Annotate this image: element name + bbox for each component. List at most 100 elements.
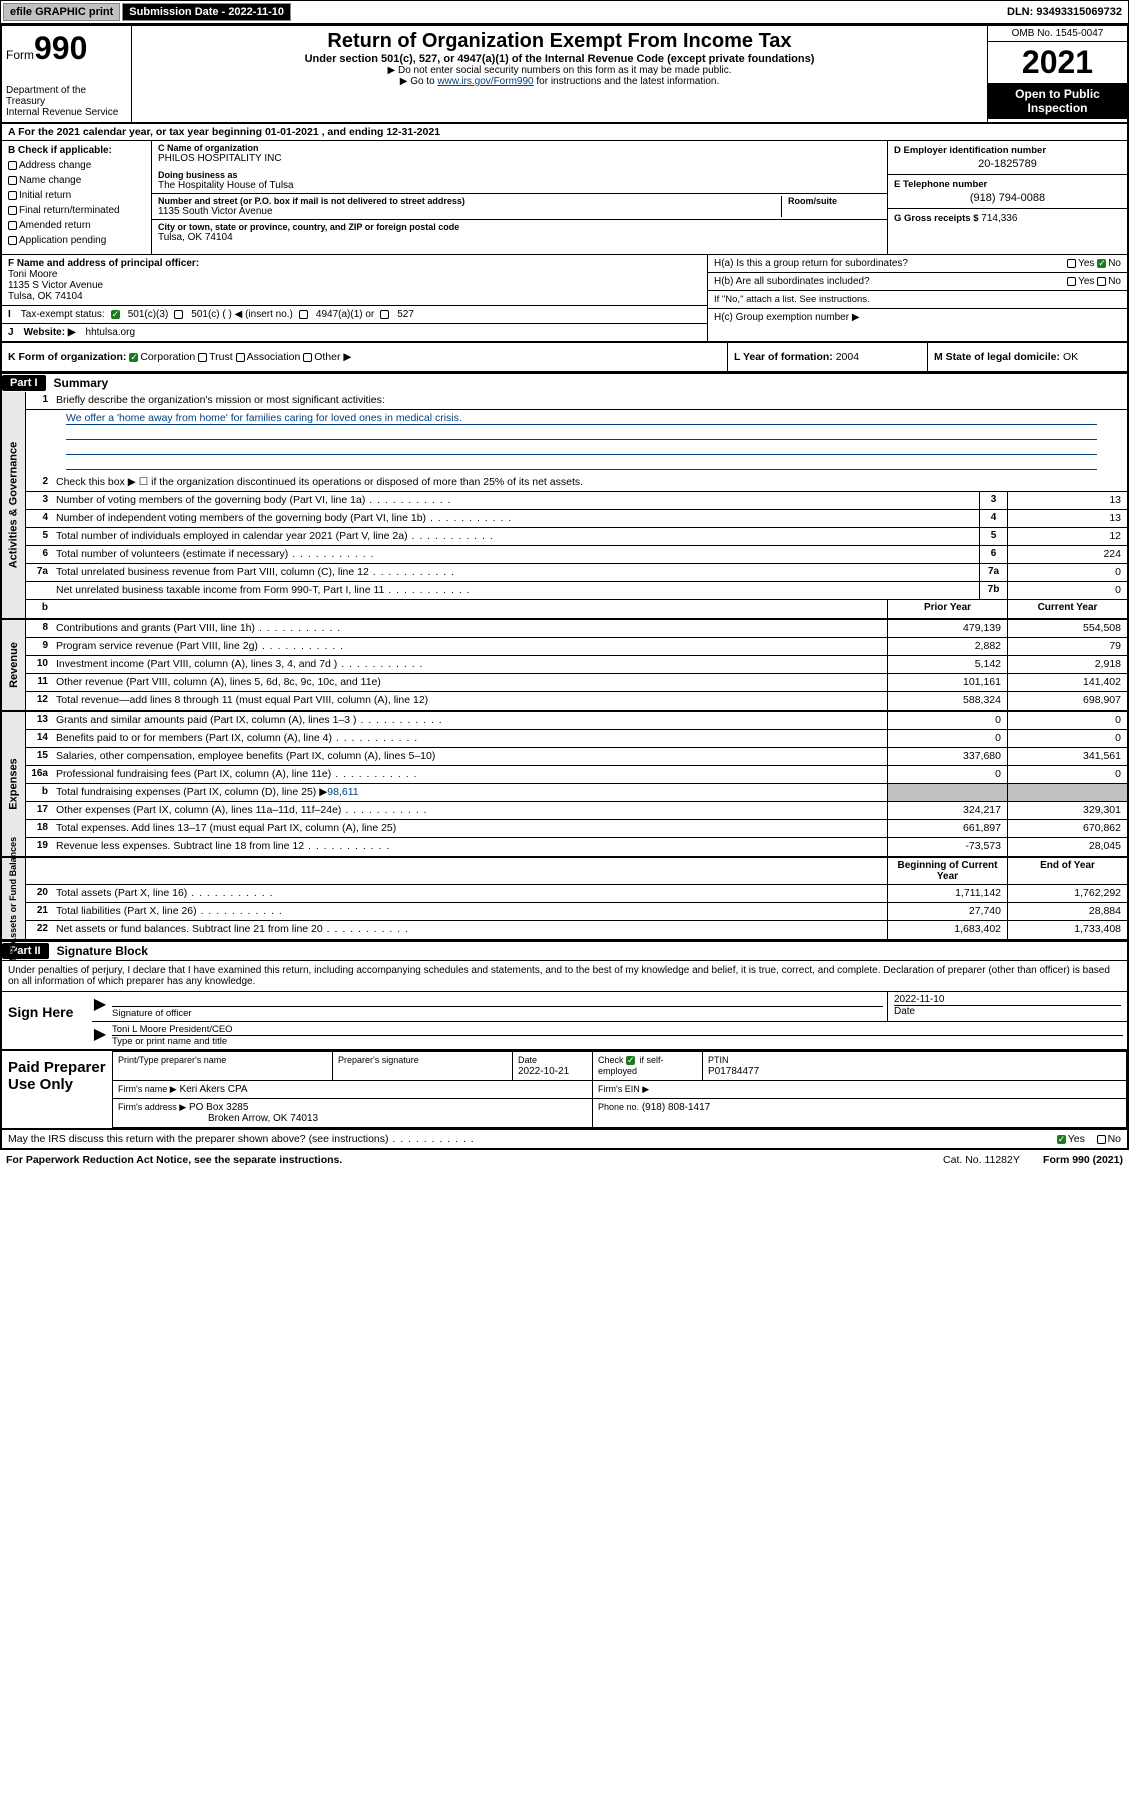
year-formation: 2004 xyxy=(836,351,859,363)
app-pending-checkbox[interactable] xyxy=(8,236,17,245)
line3-value: 13 xyxy=(1007,492,1127,509)
submission-date-pill: Submission Date - 2022-11-10 xyxy=(122,3,291,21)
line7b-value: 0 xyxy=(1007,582,1127,599)
line17-prior: 324,217 xyxy=(887,802,1007,819)
officer-street: 1135 S Victor Avenue xyxy=(8,280,103,291)
discuss-row: May the IRS discuss this return with the… xyxy=(0,1130,1129,1150)
form-title-box: Return of Organization Exempt From Incom… xyxy=(132,26,987,122)
omb-number: OMB No. 1545-0047 xyxy=(988,26,1127,42)
state-domicile: OK xyxy=(1063,351,1078,363)
part1-badge: Part I xyxy=(2,375,46,391)
officer-city: Tulsa, OK 74104 xyxy=(8,291,83,302)
part1-title: Summary xyxy=(46,374,117,392)
discuss-yes-checkbox[interactable] xyxy=(1057,1135,1066,1144)
corp-checkbox[interactable] xyxy=(129,353,138,362)
line21-prior: 27,740 xyxy=(887,903,1007,920)
discuss-no-checkbox[interactable] xyxy=(1097,1135,1106,1144)
expenses-section: Expenses 13Grants and similar amounts pa… xyxy=(0,712,1129,858)
irs-link[interactable]: www.irs.gov/Form990 xyxy=(437,76,533,87)
footer-line: For Paperwork Reduction Act Notice, see … xyxy=(0,1150,1129,1170)
form-header: Form990 Department of the Treasury Inter… xyxy=(0,24,1129,124)
line14-current: 0 xyxy=(1007,730,1127,747)
line15-prior: 337,680 xyxy=(887,748,1007,765)
org-name: PHILOS HOSPITALITY INC xyxy=(158,153,881,164)
line19-current: 28,045 xyxy=(1007,838,1127,856)
line12-prior: 588,324 xyxy=(887,692,1007,710)
trust-checkbox[interactable] xyxy=(198,353,207,362)
501c3-checkbox[interactable] xyxy=(111,310,120,319)
addr-change-checkbox[interactable] xyxy=(8,161,17,170)
line20-current: 1,762,292 xyxy=(1007,885,1127,902)
part2-header-row: Part II Signature Block xyxy=(0,941,1129,961)
form-number: 990 xyxy=(34,30,87,66)
dba-name: The Hospitality House of Tulsa xyxy=(158,180,881,191)
governance-section: Activities & Governance 1Briefly describ… xyxy=(0,392,1129,620)
boy-header: Beginning of Current Year xyxy=(887,858,1007,884)
pra-notice: For Paperwork Reduction Act Notice, see … xyxy=(6,1154,342,1166)
entity-block: B Check if applicable: Address change Na… xyxy=(0,141,1129,255)
revenue-side-label: Revenue xyxy=(2,620,26,710)
form-word: Form xyxy=(6,48,34,62)
line12-current: 698,907 xyxy=(1007,692,1127,710)
line11-prior: 101,161 xyxy=(887,674,1007,691)
4947-checkbox[interactable] xyxy=(299,310,308,319)
line14-prior: 0 xyxy=(887,730,1007,747)
street-address: 1135 South Victor Avenue xyxy=(158,206,781,217)
open-to-public: Open to PublicInspection xyxy=(988,83,1127,119)
501c-checkbox[interactable] xyxy=(174,310,183,319)
other-checkbox[interactable] xyxy=(303,353,312,362)
arrow-icon: ▶ xyxy=(92,1022,108,1049)
entity-right-column: D Employer identification number 20-1825… xyxy=(887,141,1127,254)
line7a-value: 0 xyxy=(1007,564,1127,581)
line9-current: 79 xyxy=(1007,638,1127,655)
self-emp-checkbox[interactable] xyxy=(626,1056,635,1065)
hb-yes-checkbox[interactable] xyxy=(1067,277,1076,286)
ein-value: 20-1825789 xyxy=(894,158,1121,170)
dln-label: DLN: 93493315069732 xyxy=(1007,6,1128,18)
firm-addr1: PO Box 3285 xyxy=(189,1102,248,1113)
part2-title: Signature Block xyxy=(49,942,156,960)
netassets-section: Net Assets or Fund Balances Beginning of… xyxy=(0,858,1129,941)
527-checkbox[interactable] xyxy=(380,310,389,319)
line16a-prior: 0 xyxy=(887,766,1007,783)
part1-header-row: Part I Summary xyxy=(0,373,1129,392)
entity-c-column: C Name of organization PHILOS HOSPITALIT… xyxy=(152,141,887,254)
firm-addr2: Broken Arrow, OK 74013 xyxy=(118,1113,318,1124)
paid-preparer-block: Paid Preparer Use Only Print/Type prepar… xyxy=(0,1051,1129,1130)
line17-current: 329,301 xyxy=(1007,802,1127,819)
final-return-checkbox[interactable] xyxy=(8,206,17,215)
line18-current: 670,862 xyxy=(1007,820,1127,837)
firm-name: Keri Akers CPA xyxy=(179,1084,247,1095)
line22-prior: 1,683,402 xyxy=(887,921,1007,939)
assoc-checkbox[interactable] xyxy=(236,353,245,362)
line16b-value: 98,611 xyxy=(327,786,358,798)
line5-value: 12 xyxy=(1007,528,1127,545)
line22-current: 1,733,408 xyxy=(1007,921,1127,939)
line19-prior: -73,573 xyxy=(887,838,1007,856)
prep-date: 2022-10-21 xyxy=(518,1066,569,1077)
initial-return-checkbox[interactable] xyxy=(8,191,17,200)
officer-name: Toni Moore xyxy=(8,269,57,280)
department-label: Department of the Treasury Internal Reve… xyxy=(6,85,127,118)
officer-signed-name: Toni L Moore President/CEO xyxy=(112,1024,1123,1035)
phone-value: (918) 794-0088 xyxy=(894,192,1121,204)
ha-yes-checkbox[interactable] xyxy=(1067,259,1076,268)
name-change-checkbox[interactable] xyxy=(8,176,17,185)
efile-print-button[interactable]: efile GRAPHIC print xyxy=(3,3,120,21)
ha-no-checkbox[interactable] xyxy=(1097,259,1106,268)
prep-phone: (918) 808-1417 xyxy=(642,1102,710,1113)
line8-prior: 479,139 xyxy=(887,620,1007,637)
signature-declaration: Under penalties of perjury, I declare th… xyxy=(0,961,1129,991)
prior-year-header: Prior Year xyxy=(887,600,1007,618)
k-l-m-row: K Form of organization: Corporation Trus… xyxy=(0,343,1129,373)
amended-checkbox[interactable] xyxy=(8,221,17,230)
line13-prior: 0 xyxy=(887,712,1007,729)
city-state-zip: Tulsa, OK 74104 xyxy=(158,232,881,243)
governance-side-label: Activities & Governance xyxy=(2,392,26,618)
line16a-current: 0 xyxy=(1007,766,1127,783)
hb-no-checkbox[interactable] xyxy=(1097,277,1106,286)
line-a-tax-year: A For the 2021 calendar year, or tax yea… xyxy=(0,124,1129,141)
tax-year: 2021 xyxy=(988,42,1127,83)
form-note-2: ▶ Go to www.irs.gov/Form990 for instruct… xyxy=(140,76,979,87)
line6-value: 224 xyxy=(1007,546,1127,563)
